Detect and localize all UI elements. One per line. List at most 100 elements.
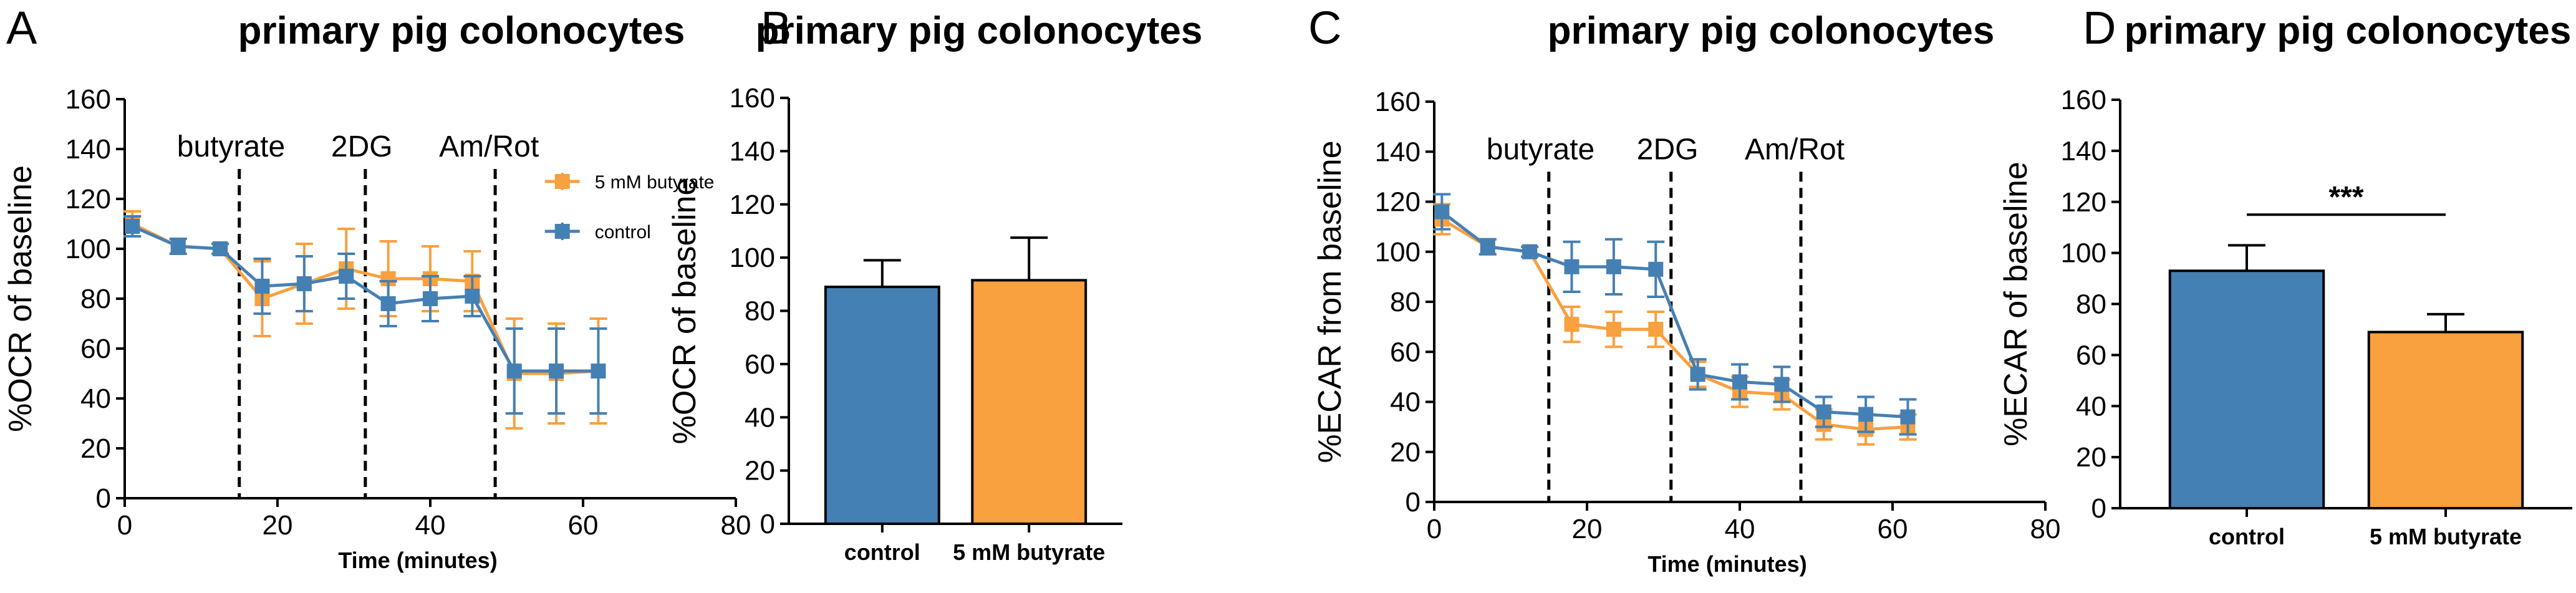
panel-letter: B <box>761 2 791 54</box>
data-point <box>591 364 606 378</box>
data-point <box>1606 259 1621 274</box>
x-tick-label: 60 <box>568 510 599 541</box>
bar <box>2367 330 2524 509</box>
legend-marker <box>554 224 570 239</box>
data-point <box>1858 407 1874 422</box>
data-point <box>1774 377 1790 392</box>
y-tick-label: 120 <box>1375 187 1421 218</box>
x-tick-label: 20 <box>1572 514 1603 544</box>
series-butyrate <box>1433 203 1917 446</box>
significance-label: *** <box>2328 181 2363 214</box>
legend-label: 5 mM butyrate <box>595 172 715 193</box>
y-tick-label: 20 <box>745 456 775 486</box>
data-point <box>1732 374 1747 390</box>
y-tick-label: 140 <box>65 134 111 165</box>
series-control <box>1433 193 1917 436</box>
y-tick-label: 60 <box>1390 337 1421 367</box>
x-tick-label: 60 <box>1878 514 1908 544</box>
bar-group-0: control <box>824 259 940 565</box>
y-tick-label: 140 <box>2061 136 2106 166</box>
legend: 5 mM butyrate control <box>544 172 715 243</box>
y-tick-label: 80 <box>80 284 111 314</box>
x-tick-label: 0 <box>1427 514 1442 544</box>
chart-title: primary pig colonocytes <box>1548 9 1995 52</box>
panel-letter: C <box>1308 2 1341 54</box>
bar-group-1: 5 mM butyrate <box>2367 312 2524 549</box>
injection-label: butyrate <box>177 130 285 163</box>
legend-marker <box>554 174 570 189</box>
y-tick-label: 60 <box>80 334 111 364</box>
data-point <box>1816 404 1831 420</box>
y-tick-label: 40 <box>2076 391 2106 422</box>
category-label: 5 mM butyrate <box>2370 524 2522 549</box>
y-tick-label: 100 <box>730 243 775 273</box>
y-tick-label: 120 <box>65 184 111 215</box>
y-tick-label: 100 <box>2061 238 2106 269</box>
chart-title: primary pig colonocytes <box>756 9 1203 52</box>
bar <box>971 279 1088 525</box>
x-axis-label: Time (minutes) <box>1647 551 1807 577</box>
injection-label: 2DG <box>1637 133 1699 166</box>
y-tick-label: 120 <box>2061 187 2106 218</box>
data-point <box>423 291 438 306</box>
data-point <box>1480 239 1495 254</box>
y-tick-label: 100 <box>65 234 111 264</box>
y-tick-label: 20 <box>2076 442 2106 473</box>
data-point <box>1900 409 1916 425</box>
bar <box>2168 269 2325 509</box>
x-tick-label: 0 <box>117 510 132 541</box>
y-axis-label: %OCR of baseline <box>2 165 39 432</box>
y-tick-label: 80 <box>745 296 775 327</box>
y-tick-label: 0 <box>1406 487 1421 518</box>
bar-group-0: control <box>2168 244 2325 549</box>
data-point <box>380 296 396 311</box>
x-tick-label: 40 <box>1725 514 1755 544</box>
category-label: control <box>2209 524 2285 549</box>
data-point <box>339 269 354 284</box>
x-tick-label: 40 <box>415 510 446 541</box>
y-tick-label: 160 <box>730 83 775 113</box>
y-tick-label: 160 <box>2061 85 2106 115</box>
injection-label: Am/Rot <box>1745 133 1845 166</box>
y-tick-label: 20 <box>1390 437 1421 468</box>
y-tick-label: 160 <box>65 84 111 115</box>
y-tick-label: 80 <box>1390 287 1421 317</box>
data-point <box>1648 261 1664 277</box>
y-axis-label: %ECAR from baseline <box>1312 140 1348 463</box>
y-tick-label: 100 <box>1375 237 1421 268</box>
x-tick-label: 80 <box>2030 514 2061 544</box>
data-point <box>296 276 312 291</box>
data-point <box>1564 259 1580 274</box>
panel-letter: A <box>6 2 37 54</box>
y-tick-label: 0 <box>96 483 111 514</box>
injection-label: butyrate <box>1487 133 1594 166</box>
x-tick-label: 80 <box>721 510 751 541</box>
y-tick-label: 60 <box>2076 340 2106 370</box>
category-label: 5 mM butyrate <box>953 539 1105 565</box>
data-point <box>1606 322 1621 337</box>
bar <box>824 286 940 525</box>
legend-label: control <box>595 222 651 243</box>
category-label: control <box>844 539 920 565</box>
x-tick-label: 20 <box>263 510 293 541</box>
data-point <box>1564 317 1580 332</box>
injection-label: Am/Rot <box>439 130 539 163</box>
y-tick-label: 40 <box>745 402 775 433</box>
series-control <box>123 215 607 415</box>
bar-group-1: 5 mM butyrate <box>953 236 1105 565</box>
data-point <box>1690 367 1705 382</box>
y-tick-label: 140 <box>1375 137 1421 167</box>
y-tick-label: 140 <box>730 136 775 166</box>
data-point <box>125 219 140 234</box>
chart-title: primary pig colonocytes <box>238 9 685 52</box>
data-point <box>506 364 522 378</box>
panel-letter: D <box>2083 2 2116 54</box>
y-tick-label: 120 <box>730 190 775 220</box>
y-tick-label: 0 <box>2091 493 2106 524</box>
